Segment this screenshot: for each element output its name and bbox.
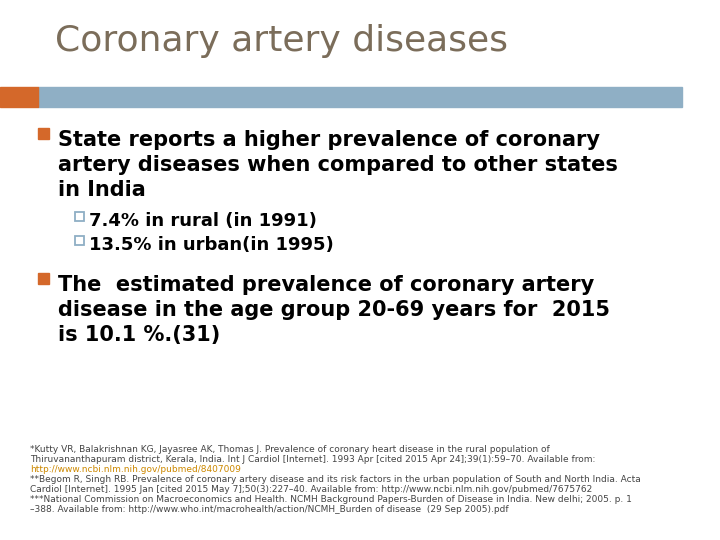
Text: State reports a higher prevalence of coronary: State reports a higher prevalence of cor… — [58, 130, 600, 150]
Text: Cardiol [Internet]. 1995 Jan [cited 2015 May 7];50(3):227–40. Available from: ht: Cardiol [Internet]. 1995 Jan [cited 2015… — [30, 485, 593, 494]
Text: ***National Commission on Macroeconomics and Health. NCMH Background Papers-Burd: ***National Commission on Macroeconomics… — [30, 495, 632, 504]
Text: 7.4% in rural (in 1991): 7.4% in rural (in 1991) — [89, 212, 317, 230]
Text: **Begom R, Singh RB. Prevalence of coronary artery disease and its risk factors : **Begom R, Singh RB. Prevalence of coron… — [30, 475, 641, 484]
Text: Coronary artery diseases: Coronary artery diseases — [55, 24, 508, 58]
Text: 13.5% in urban(in 1995): 13.5% in urban(in 1995) — [89, 236, 334, 254]
Text: –388. Available from: http://www.who.int/macrohealth/action/NCMH_Burden of disea: –388. Available from: http://www.who.int… — [30, 505, 508, 514]
Text: artery diseases when compared to other states: artery diseases when compared to other s… — [58, 155, 618, 175]
Text: http://www.ncbi.nlm.nih.gov/pubmed/8407009: http://www.ncbi.nlm.nih.gov/pubmed/84070… — [30, 465, 241, 474]
Text: The  estimated prevalence of coronary artery: The estimated prevalence of coronary art… — [58, 275, 594, 295]
Text: Thiruvananthapuram district, Kerala, India. Int J Cardiol [Internet]. 1993 Apr [: Thiruvananthapuram district, Kerala, Ind… — [30, 455, 595, 464]
Text: is 10.1 %.(31): is 10.1 %.(31) — [58, 325, 220, 345]
Text: *Kutty VR, Balakrishnan KG, Jayasree AK, Thomas J. Prevalence of coronary heart : *Kutty VR, Balakrishnan KG, Jayasree AK,… — [30, 445, 550, 454]
Text: disease in the age group 20-69 years for  2015: disease in the age group 20-69 years for… — [58, 300, 610, 320]
Text: in India: in India — [58, 180, 145, 200]
